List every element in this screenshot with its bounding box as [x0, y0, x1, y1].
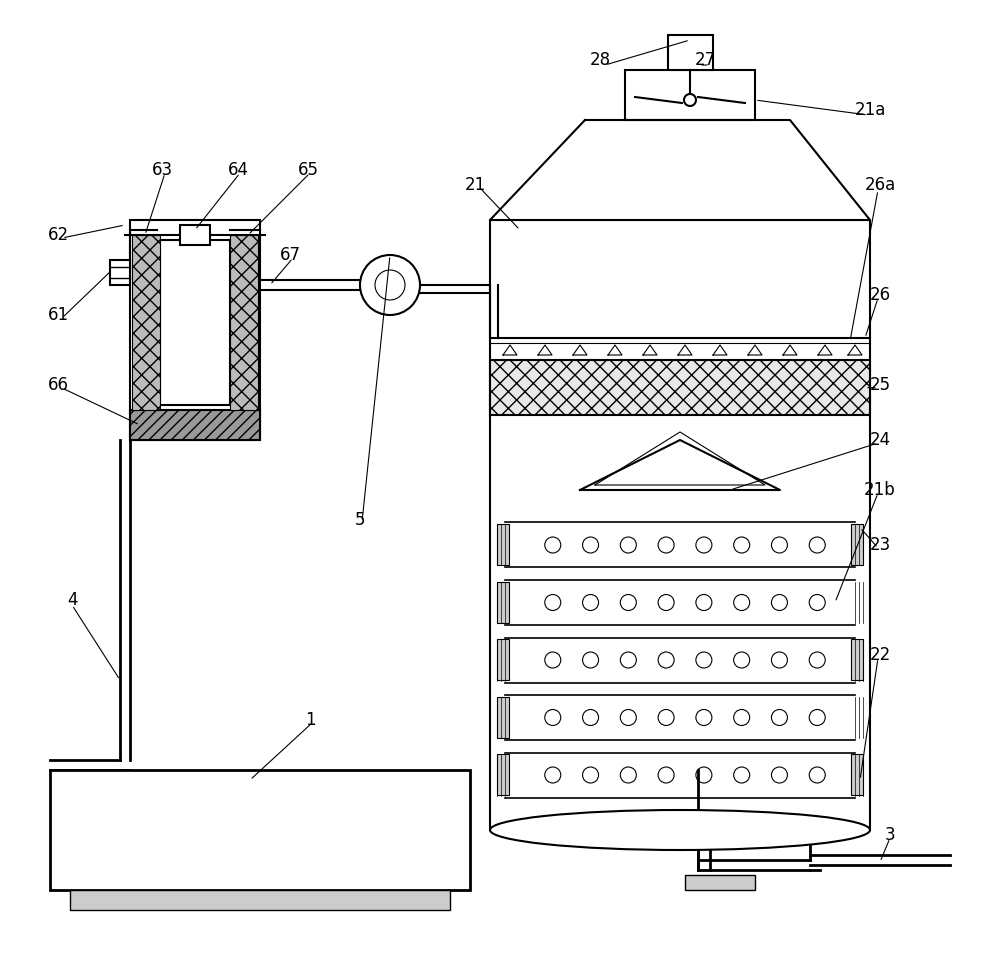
Text: 61: 61	[47, 306, 69, 324]
Text: 28: 28	[589, 51, 611, 69]
Bar	[497, 524, 509, 565]
Bar	[130, 220, 260, 440]
Bar	[230, 235, 258, 410]
Text: 3: 3	[885, 826, 895, 844]
Text: 26: 26	[869, 286, 891, 304]
Text: 27: 27	[694, 51, 716, 69]
Text: 24: 24	[869, 431, 891, 449]
Bar	[497, 697, 509, 738]
Bar	[110, 260, 130, 285]
Bar	[851, 524, 863, 565]
Bar	[180, 225, 210, 245]
Text: 25: 25	[869, 376, 891, 394]
Bar	[851, 640, 863, 681]
Bar	[490, 360, 870, 415]
Bar	[50, 770, 470, 890]
Text: 21b: 21b	[864, 481, 896, 499]
Bar	[130, 410, 260, 440]
Text: 5: 5	[355, 511, 365, 529]
Text: 64: 64	[228, 161, 248, 179]
Text: 63: 63	[151, 161, 173, 179]
Bar	[497, 754, 509, 796]
Text: 62: 62	[47, 226, 69, 244]
Bar	[497, 582, 509, 623]
Polygon shape	[490, 120, 870, 220]
Bar	[497, 640, 509, 681]
Text: 65: 65	[298, 161, 318, 179]
Bar	[668, 35, 712, 70]
Text: 26a: 26a	[864, 176, 896, 194]
Bar	[685, 875, 755, 890]
Bar	[490, 220, 870, 830]
Bar	[625, 70, 755, 120]
Bar	[132, 235, 160, 410]
Ellipse shape	[490, 810, 870, 850]
Circle shape	[360, 255, 420, 315]
Text: 22: 22	[869, 646, 891, 664]
Bar	[160, 240, 230, 405]
Text: 21a: 21a	[854, 101, 886, 119]
Text: 4: 4	[67, 591, 77, 609]
Text: 1: 1	[305, 711, 315, 729]
Bar	[851, 754, 863, 796]
Circle shape	[684, 94, 696, 106]
Text: 23: 23	[869, 536, 891, 554]
Text: 67: 67	[280, 246, 300, 264]
Text: 66: 66	[48, 376, 68, 394]
Bar	[70, 890, 450, 910]
Text: 21: 21	[464, 176, 486, 194]
